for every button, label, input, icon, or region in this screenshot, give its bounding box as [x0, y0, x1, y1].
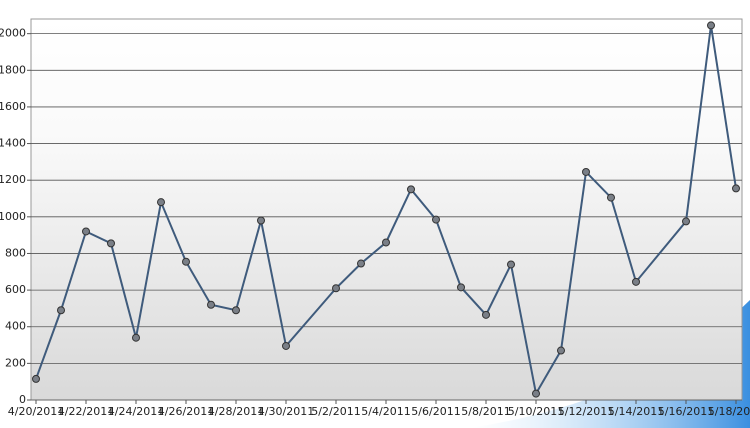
data-point: [557, 346, 565, 355]
y-tick-label: 1000: [0, 210, 26, 223]
x-tick-label: 4/28/2011: [208, 405, 264, 418]
x-tick-label: 5/6/2011: [411, 405, 460, 418]
x-tick-label: 4/26/2011: [158, 405, 214, 418]
data-point: [382, 238, 390, 247]
plot-area: [30, 18, 743, 401]
y-tick-label: 400: [5, 320, 26, 333]
x-tick-label: 5/8/2011: [461, 405, 510, 418]
data-point: [357, 259, 365, 268]
data-point: [107, 239, 115, 248]
data-point: [257, 216, 265, 225]
data-point: [707, 21, 715, 30]
data-point: [82, 227, 90, 236]
data-point: [282, 341, 290, 350]
data-point: [507, 260, 515, 269]
x-tick-label: 5/12/2011: [558, 405, 614, 418]
x-tick-label: 5/4/2011: [361, 405, 410, 418]
x-tick-label: 5/16/2011: [658, 405, 714, 418]
data-point: [132, 333, 140, 342]
x-tick-label: 5/2/2011: [311, 405, 360, 418]
x-tick-label: 5/10/2011: [508, 405, 564, 418]
y-tick-label: 2000: [0, 27, 26, 40]
y-tick-label: 1200: [0, 173, 26, 186]
data-point: [332, 284, 340, 293]
data-point: [232, 306, 240, 315]
data-point: [582, 167, 590, 176]
data-point: [732, 184, 740, 193]
data-point: [482, 310, 490, 319]
y-tick-label: 0: [19, 393, 26, 406]
x-tick-label: 4/24/2011: [108, 405, 164, 418]
data-point: [182, 257, 190, 266]
data-point: [432, 215, 440, 224]
data-point: [607, 193, 615, 202]
x-tick-label: 4/30/2011: [258, 405, 314, 418]
x-tick-label: 4/20/2011: [8, 405, 64, 418]
data-point: [682, 217, 690, 226]
data-point: [532, 389, 540, 398]
x-tick-label: 5/18/2011: [708, 405, 750, 418]
data-point: [457, 283, 465, 292]
data-point: [632, 277, 640, 286]
y-tick-label: 1400: [0, 137, 26, 150]
y-tick-label: 1800: [0, 63, 26, 76]
y-tick-label: 800: [5, 246, 26, 259]
y-tick-label: 1600: [0, 100, 26, 113]
data-point: [57, 306, 65, 315]
x-tick-label: 4/22/2011: [58, 405, 114, 418]
data-point: [157, 198, 165, 207]
y-tick-label: 200: [5, 356, 26, 369]
y-tick-label: 600: [5, 283, 26, 296]
data-point: [207, 300, 215, 309]
x-tick-label: 5/14/2011: [608, 405, 664, 418]
data-point: [407, 185, 415, 194]
data-point: [32, 374, 40, 383]
